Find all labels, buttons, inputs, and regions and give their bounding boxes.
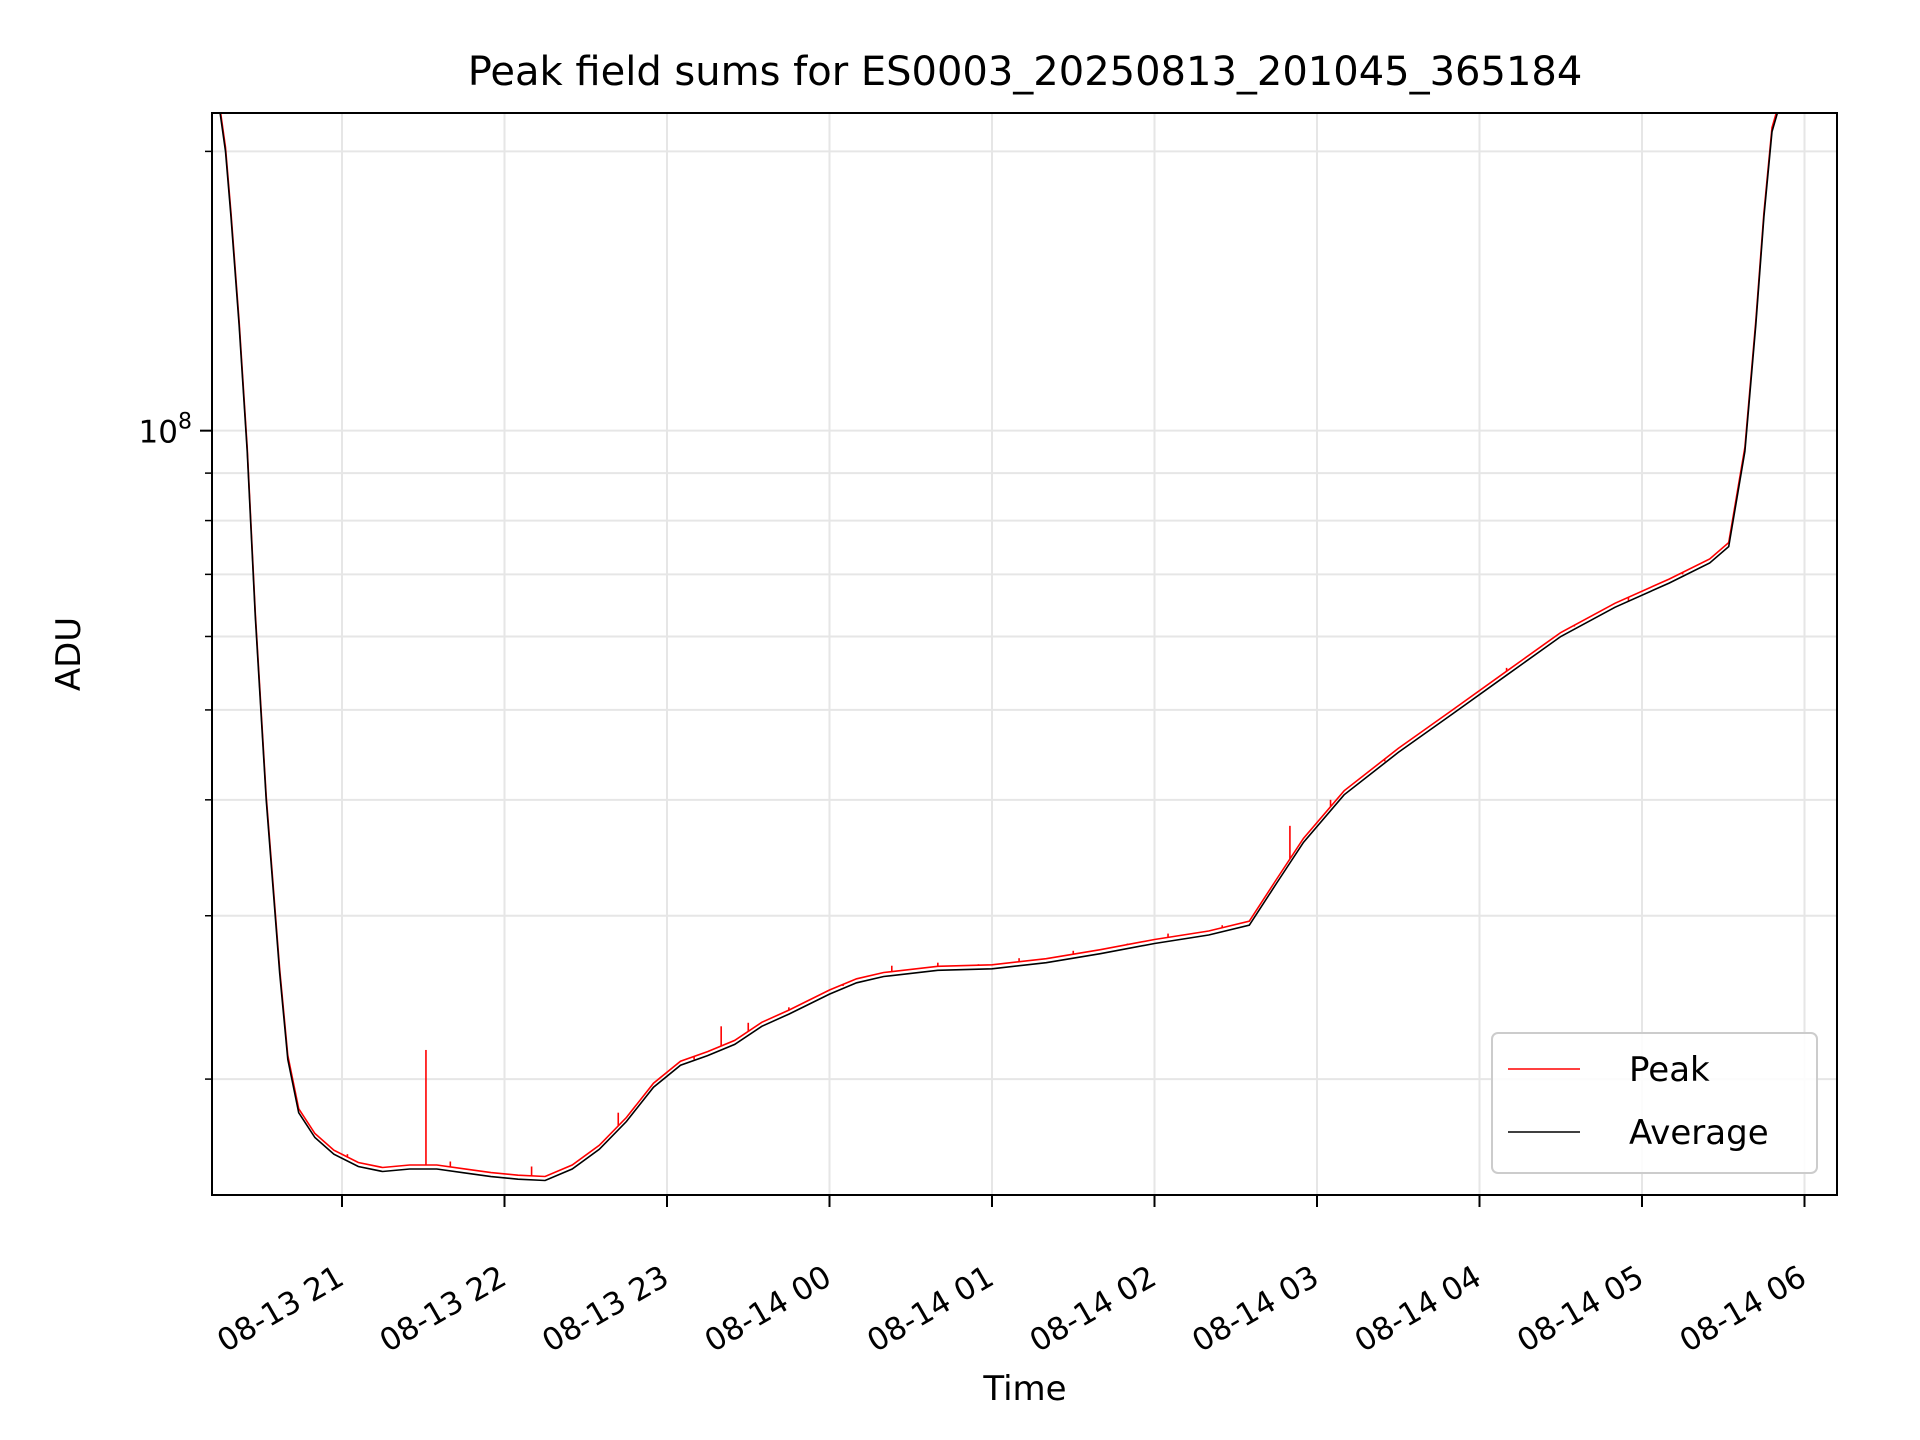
y-axis-label: ADU [49,617,89,691]
plot-area [219,113,1805,1182]
average-series-line [219,113,1805,1182]
legend-box [1491,1032,1818,1174]
y-tick-label: 108 [139,410,192,451]
peak-series-line [219,113,1778,1178]
axes-frame [211,112,1838,1196]
chart-title: Peak field sums for ES0003_20250813_2010… [468,49,1583,95]
legend-label-peak: Peak [1629,1050,1710,1090]
legend: Peak Average [1491,1032,1818,1174]
grid [212,113,1837,1195]
legend-label-average: Average [1629,1113,1769,1153]
x-axis-label: Time [982,1369,1066,1409]
